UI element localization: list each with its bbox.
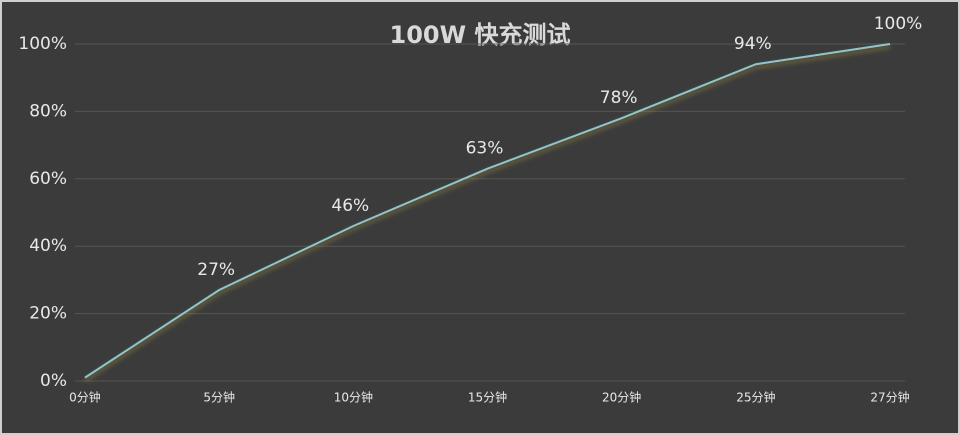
y-tick-label: 100% — [18, 34, 67, 54]
y-tick-label: 80% — [29, 101, 67, 121]
x-tick-label: 20分钟 — [602, 390, 641, 405]
value-label: 63% — [466, 139, 504, 159]
y-tick-label: 60% — [29, 169, 67, 189]
value-label: 27% — [197, 260, 235, 280]
chart-title: 100W 快充测试 — [390, 21, 571, 49]
x-tick-label: 15分钟 — [468, 390, 507, 405]
data-line — [84, 43, 891, 379]
x-tick-label: 10分钟 — [334, 390, 373, 405]
x-tick-label: 25分钟 — [736, 390, 775, 405]
y-tick-label: 20% — [29, 304, 67, 324]
x-tick-label: 0分钟 — [69, 390, 101, 405]
y-tick-label: 0% — [40, 371, 67, 391]
x-tick-label: 5分钟 — [203, 390, 235, 405]
x-tick-label: 27分钟 — [870, 390, 909, 405]
value-label: 94% — [734, 34, 772, 54]
value-label: 100% — [874, 14, 923, 34]
value-label: 46% — [331, 196, 369, 216]
y-tick-label: 40% — [29, 236, 67, 256]
value-label: 78% — [600, 88, 638, 108]
